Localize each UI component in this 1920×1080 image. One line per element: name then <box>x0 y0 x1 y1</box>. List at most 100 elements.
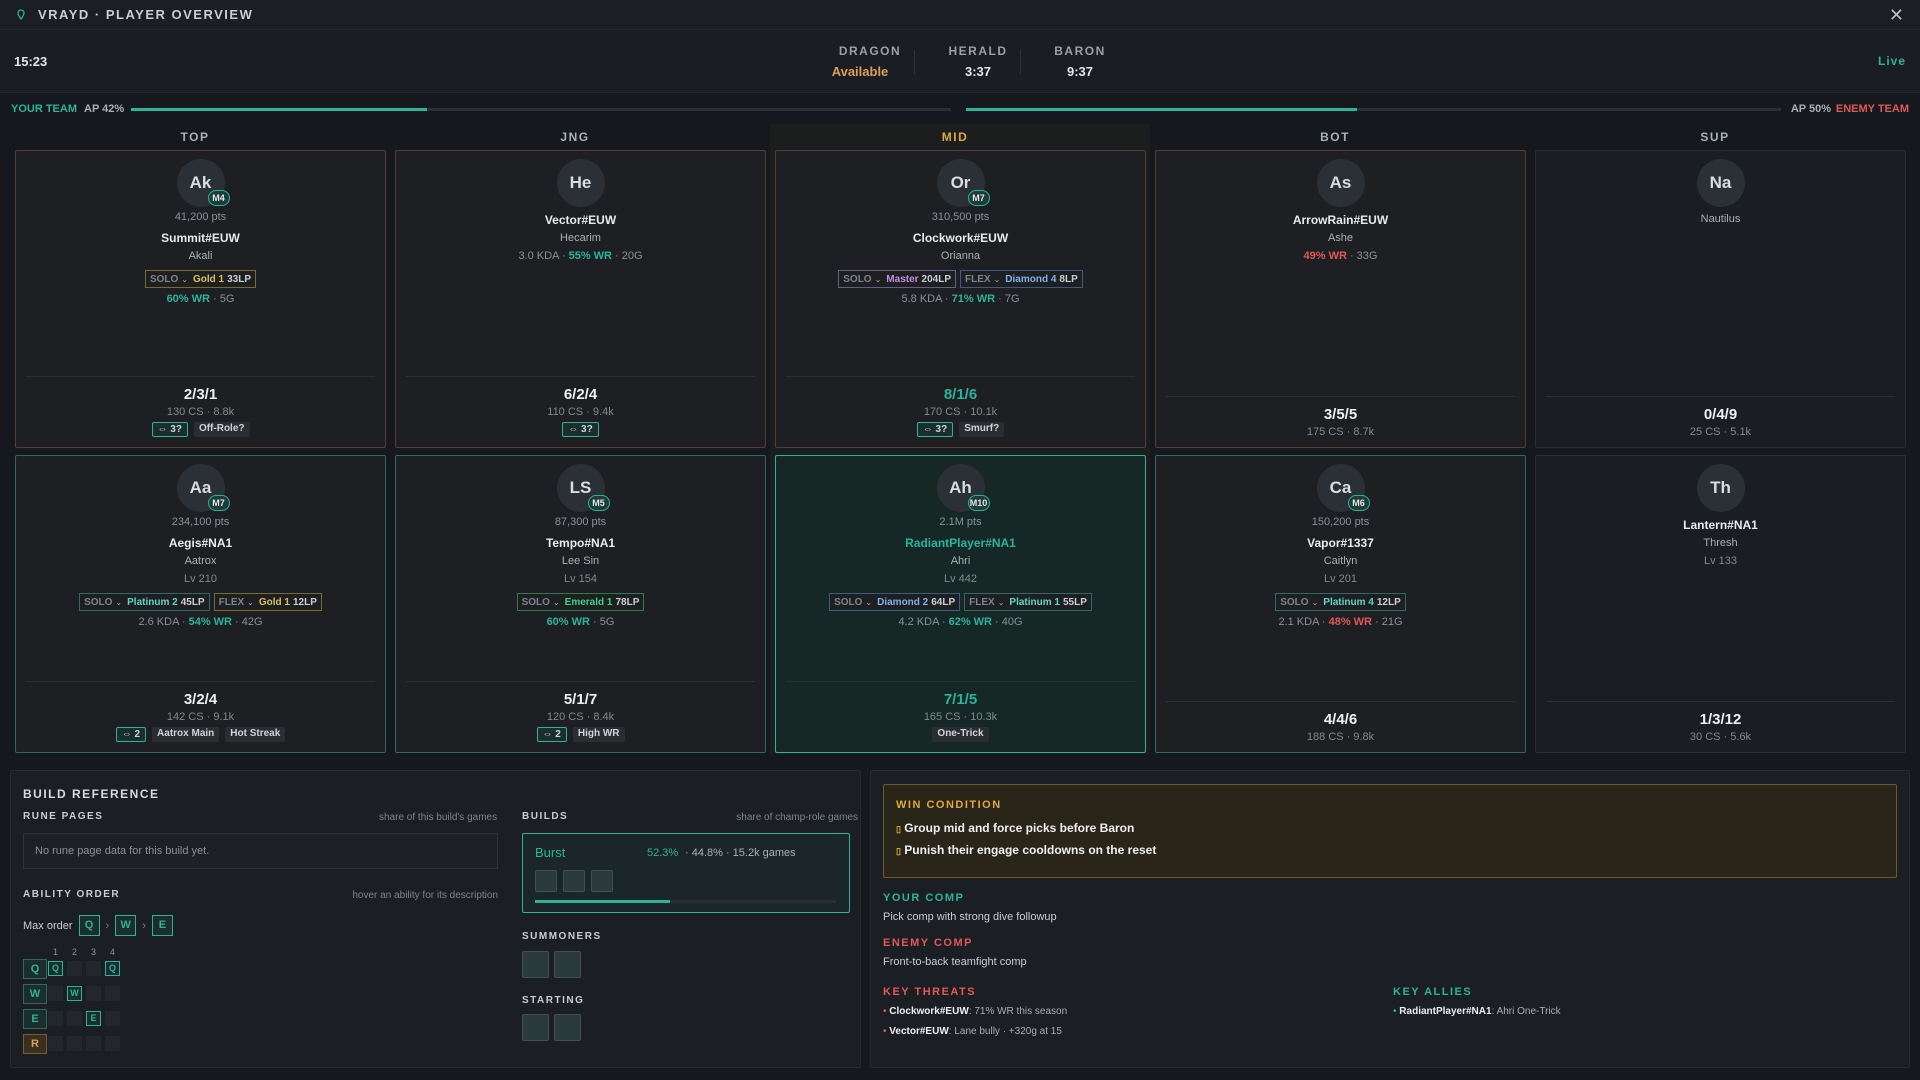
mastery-points: 150,200 pts <box>1311 516 1370 528</box>
role-header-bot: BOT <box>1320 130 1350 144</box>
ability-level-cell <box>48 986 63 1001</box>
build-share-fill <box>535 900 671 903</box>
player-card[interactable]: Ca M6 150,200 pts Vapor#1337 Caitlyn Lv 201 SO… <box>1155 455 1526 753</box>
cs-gold: 165 CS · 10.3k <box>923 711 998 723</box>
stat-segment: 55% WR <box>568 250 612 262</box>
champion-name: Thresh <box>1703 537 1738 549</box>
rune-pages-label: RUNE PAGES <box>23 811 104 822</box>
enemy-team-label: ENEMY TEAM <box>1835 103 1909 115</box>
rank-badges: SOLO ⌄ Emerald 1 78LP <box>396 593 765 611</box>
rank-lp: 8LP <box>1059 274 1078 285</box>
queue-label: SOLO <box>834 597 863 608</box>
summoner-name[interactable]: Summit#EUW <box>161 231 240 245</box>
item-slot[interactable] <box>563 870 585 892</box>
kda-score: 1/3/12 <box>1699 711 1742 728</box>
avatar-initials: Th <box>1710 478 1731 497</box>
your-team-label: YOUR TEAM <box>11 103 77 115</box>
summoner-name[interactable]: Aegis#NA1 <box>168 536 233 550</box>
summoner-name[interactable]: Vapor#1337 <box>1307 536 1374 550</box>
summoner-name[interactable]: ArrowRain#EUW <box>1292 213 1389 227</box>
ability-key-e[interactable]: E <box>23 1009 47 1029</box>
item-slot[interactable] <box>591 870 613 892</box>
avatar-initials: As <box>1329 173 1352 192</box>
kda-score: 4/4/6 <box>1323 711 1358 728</box>
chevron-icon: ⌄ <box>115 598 123 607</box>
enemy-comp-text: Front-to-back teamfight comp <box>883 956 1027 968</box>
rank-tier: Gold 1 <box>193 274 225 285</box>
bullet-icon: • <box>883 1026 887 1037</box>
chevron-icon: ⌄ <box>997 598 1005 607</box>
summoner-slot[interactable] <box>522 951 549 978</box>
max-e[interactable]: E <box>151 915 173 936</box>
win-condition-title: WIN CONDITION <box>896 799 1002 811</box>
rank-tier: Emerald 1 <box>564 597 613 608</box>
rank-tier: Diamond 2 <box>877 597 929 608</box>
player-card[interactable]: Aa M7 234,100 pts Aegis#NA1 Aatrox Lv 210 SOLO… <box>15 455 386 753</box>
premade-link-badge: ⇔ 3? <box>562 422 599 437</box>
max-q[interactable]: Q <box>78 915 100 936</box>
max-w[interactable]: W <box>115 915 137 936</box>
starting-item-slot[interactable] <box>554 1014 581 1041</box>
summoner-name[interactable]: Vector#EUW <box>544 213 617 227</box>
rank-badges: SOLO ⌄ Platinum 4 12LP <box>1156 593 1525 611</box>
mastery-badge: M7 <box>967 190 990 206</box>
ability-level-cell <box>48 1036 63 1051</box>
rank-badges: SOLO ⌄ Diamond 2 64LP FLEX ⌄ Platinum 1 55LP <box>776 593 1145 611</box>
mastery-points: 87,300 pts <box>554 516 607 528</box>
item-slot[interactable] <box>535 870 557 892</box>
summoner-slot[interactable] <box>554 951 581 978</box>
max-order: Max order Q › W › E <box>23 915 173 936</box>
player-tag: Off-Role? <box>193 422 250 437</box>
summoner-name[interactable]: RadiantPlayer#NA1 <box>905 536 1016 550</box>
enemy-ap-track <box>966 108 1781 111</box>
close-icon[interactable]: ✕ <box>1888 5 1904 25</box>
window-title: VRAYD · PLAYER OVERVIEW <box>38 7 254 22</box>
summoner-name[interactable]: Tempo#NA1 <box>545 536 616 550</box>
kda-score: 6/2/4 <box>563 386 598 403</box>
tag-list: ⇔ 2 Aatrox Main Hot Streak <box>16 727 385 742</box>
stat-segment: 2.1 KDA · <box>1278 616 1329 628</box>
build-share-track <box>535 900 836 903</box>
ability-level-cell: E <box>86 1011 101 1026</box>
player-card[interactable]: Ak M4 41,200 pts Summit#EUW Akali SOLO ⌄ Gold 1… <box>15 150 386 448</box>
build-card-burst[interactable]: Burst 52.3% · 44.8% · 15.2k games <box>522 833 850 913</box>
role-header-jng: JNG <box>560 130 590 144</box>
cs-gold: 142 CS · 9.1k <box>166 711 235 723</box>
rune-empty-text: No rune page data for this build yet. <box>35 845 210 857</box>
ability-level-cell <box>86 1036 101 1051</box>
role-headers: TOP JNG MID BOT SUP <box>0 124 1920 148</box>
player-card[interactable]: Ah M10 2.1M pts RadiantPlayer#NA1 Ahri Lv 442… <box>775 455 1146 753</box>
key-threats-title: KEY THREATS <box>883 986 977 998</box>
player-card[interactable]: Na Nautilus 0/4/9 25 CS · 5.1k <box>1535 150 1906 448</box>
performance-stats: 2.1 KDA · 48% WR · 21G <box>1156 616 1525 628</box>
premade-link-badge: ⇔ 2 <box>115 727 147 742</box>
win-item: ▯ Punish their engage cooldowns on the r… <box>896 843 1156 857</box>
divider <box>1166 701 1515 702</box>
summoner-name[interactable]: Lantern#NA1 <box>1683 518 1758 532</box>
ability-key-r[interactable]: R <box>23 1034 47 1054</box>
ally-item: • RadiantPlayer#NA1: Ahri One-Trick <box>1393 1006 1561 1017</box>
cs-gold: 170 CS · 10.1k <box>923 406 998 418</box>
ability-key-q[interactable]: Q <box>23 959 47 979</box>
summoner-name[interactable]: Clockwork#EUW <box>912 231 1009 245</box>
ability-key-w[interactable]: W <box>23 984 47 1004</box>
player-card[interactable]: Th Lantern#NA1 Thresh Lv 133 1/3/12 30 CS · 5… <box>1535 455 1906 753</box>
player-card[interactable]: Or M7 310,500 pts Clockwork#EUW Orianna SOLO ⌄… <box>775 150 1146 448</box>
starting-item-slot[interactable] <box>522 1014 549 1041</box>
stat-segment: · 5G <box>209 293 235 305</box>
avatar-initials: LS <box>569 478 592 497</box>
performance-stats: 2.6 KDA · 54% WR · 42G <box>16 616 385 628</box>
ability-level-cell <box>67 1011 82 1026</box>
player-card[interactable]: LS M5 87,300 pts Tempo#NA1 Lee Sin Lv 154 SOLO… <box>395 455 766 753</box>
champion-avatar: Ak M4 <box>176 159 230 207</box>
stat-segment: 71% WR <box>951 293 996 305</box>
rank-lp: 33LP <box>227 274 252 285</box>
player-card[interactable]: As ArrowRain#EUW Ashe 49% WR · 33G 3/5/5 175 … <box>1155 150 1526 448</box>
mastery-points: 2.1M pts <box>939 516 982 528</box>
enemy-comp-title: ENEMY COMP <box>883 937 973 949</box>
cs-gold: 110 CS · 9.4k <box>547 406 614 418</box>
player-card[interactable]: He Vector#EUW Hecarim 3.0 KDA · 55% WR · 20… <box>395 150 766 448</box>
ally-text: : Ahri One-Trick <box>1491 1006 1561 1017</box>
rank-badges: SOLO ⌄ Gold 1 33LP <box>16 270 385 288</box>
chevron-icon: ⌄ <box>1311 598 1319 607</box>
